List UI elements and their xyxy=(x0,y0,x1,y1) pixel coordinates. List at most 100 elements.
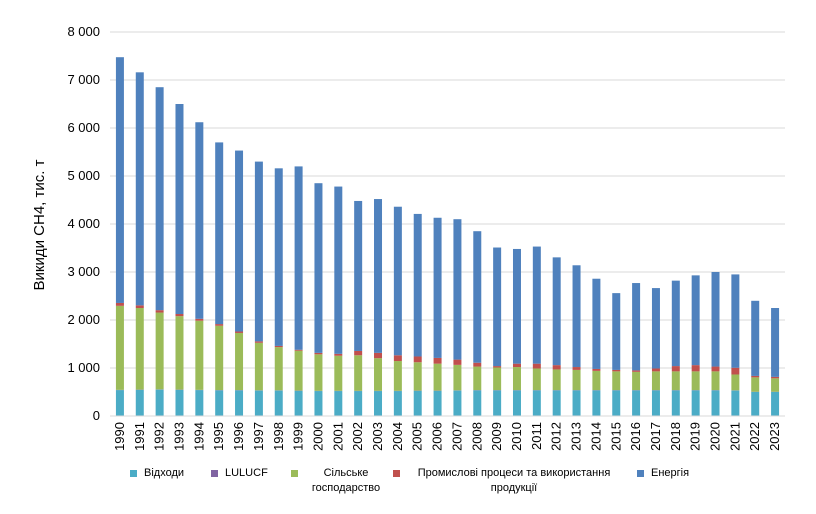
x-tick-label: 2001 xyxy=(330,422,345,451)
bar-segment xyxy=(632,390,641,416)
bar-segment xyxy=(195,320,204,390)
x-tick-label: 2011 xyxy=(529,422,544,450)
x-tick-label: 1998 xyxy=(271,422,286,451)
bar-segment xyxy=(115,390,124,416)
bar-segment xyxy=(592,390,601,416)
x-tick-label: 2008 xyxy=(469,422,484,451)
bar-segment xyxy=(374,352,383,359)
bar-segment xyxy=(393,206,402,356)
legend-label-industrial: Промислові процеси та використання проду… xyxy=(417,467,611,494)
x-axis-ticks: 1990 1991 1992 1993 1994 1995 1996 1997 1998 1999… xyxy=(112,422,782,451)
y-tick-label: 4 000 xyxy=(67,216,100,231)
bar-segment xyxy=(314,352,323,355)
x-tick-label: 2016 xyxy=(628,422,643,451)
x-tick-label: 2018 xyxy=(668,422,683,451)
bar-segment xyxy=(473,362,482,367)
bar-segment xyxy=(115,305,124,390)
bar-segment xyxy=(334,353,343,356)
bar-segment xyxy=(453,219,462,360)
bar-segment xyxy=(612,293,621,370)
bar-segment xyxy=(592,368,601,371)
legend-item-industrial: Промислові процеси та використання проду… xyxy=(393,466,621,496)
x-tick-label: 2000 xyxy=(310,422,325,451)
bar-segment xyxy=(632,370,641,372)
bar-segment xyxy=(711,366,720,372)
x-tick-label: 2002 xyxy=(350,422,365,451)
x-tick-label: 2004 xyxy=(390,422,405,451)
bar-segment xyxy=(651,368,660,372)
bar-segment xyxy=(532,390,541,416)
bar-segment xyxy=(155,87,164,311)
bar-segment xyxy=(532,246,541,364)
bar-segment xyxy=(552,365,561,370)
bar-segment xyxy=(294,390,303,416)
bar-segment xyxy=(413,390,422,416)
x-tick-label: 1991 xyxy=(132,422,147,451)
x-tick-label: 2010 xyxy=(509,422,524,451)
legend-item-lulucf: LULUCF xyxy=(211,466,268,481)
bar-segment xyxy=(115,302,124,306)
x-tick-label: 2006 xyxy=(430,422,445,451)
bar-segment xyxy=(135,308,144,390)
bar-segment xyxy=(314,354,323,391)
bar-segment xyxy=(671,371,680,391)
bar-segment xyxy=(473,366,482,391)
bar-segment xyxy=(135,305,144,308)
bar-segment xyxy=(354,355,363,391)
legend-swatch-energy xyxy=(637,470,644,477)
y-axis-label: Викиди CH4, тис. т xyxy=(31,159,48,290)
bar-segment xyxy=(453,359,462,365)
bar-segment xyxy=(651,371,660,391)
bar-segment xyxy=(512,390,521,416)
legend-swatch-industrial xyxy=(393,470,400,477)
x-tick-label: 1999 xyxy=(291,422,306,451)
bar-segment xyxy=(215,325,224,391)
bar-segment xyxy=(512,367,521,391)
legend-item-waste: Відходи xyxy=(130,466,184,481)
bar-segment xyxy=(751,377,760,392)
bar-segment xyxy=(731,367,740,375)
legend-item-energy: Енергія xyxy=(637,466,689,481)
bar-segment xyxy=(254,390,263,416)
bar-segment xyxy=(195,122,204,319)
bar-segment xyxy=(572,390,581,416)
x-tick-label: 1992 xyxy=(152,422,167,451)
bar-segment xyxy=(731,374,740,391)
bar-segment xyxy=(572,367,581,370)
bar-segment xyxy=(314,183,323,353)
bar-segment xyxy=(334,355,343,391)
x-tick-label: 2015 xyxy=(608,422,623,451)
bar-segment xyxy=(552,369,561,391)
x-tick-label: 2007 xyxy=(449,422,464,451)
bar-segment xyxy=(592,370,601,391)
bar-segment xyxy=(175,389,184,416)
x-tick-label: 2021 xyxy=(727,422,742,451)
bar-segment xyxy=(354,350,363,356)
bar-segment xyxy=(572,265,581,368)
bar-segment xyxy=(155,310,164,313)
bar-segment xyxy=(175,316,184,390)
bar-segment xyxy=(751,300,760,376)
bar-segment xyxy=(155,389,164,416)
bar-segment xyxy=(235,332,244,391)
legend-swatch-agriculture xyxy=(291,470,298,477)
bar-segment xyxy=(135,389,144,416)
chart-canvas: 0 1 000 2 000 3 000 4 000 5 000 6 000 7 000 8 00… xyxy=(31,24,785,451)
x-tick-label: 2017 xyxy=(648,422,663,451)
y-tick-label: 8 000 xyxy=(67,24,100,39)
bar-segment xyxy=(532,363,541,369)
bar-segment xyxy=(671,390,680,416)
bar-segment xyxy=(612,371,621,391)
bar-segment xyxy=(235,150,244,332)
bar-segment xyxy=(493,367,502,391)
y-tick-label: 5 000 xyxy=(67,168,100,183)
bar-segment xyxy=(393,361,402,391)
x-tick-label: 1995 xyxy=(211,422,226,451)
bar-segment xyxy=(135,72,144,306)
bar-segment xyxy=(632,371,641,391)
bar-segment xyxy=(294,349,303,351)
x-tick-label: 1990 xyxy=(112,422,127,451)
bar-segment xyxy=(393,391,402,416)
bar-segment xyxy=(651,288,660,369)
x-tick-label: 1993 xyxy=(171,422,186,451)
